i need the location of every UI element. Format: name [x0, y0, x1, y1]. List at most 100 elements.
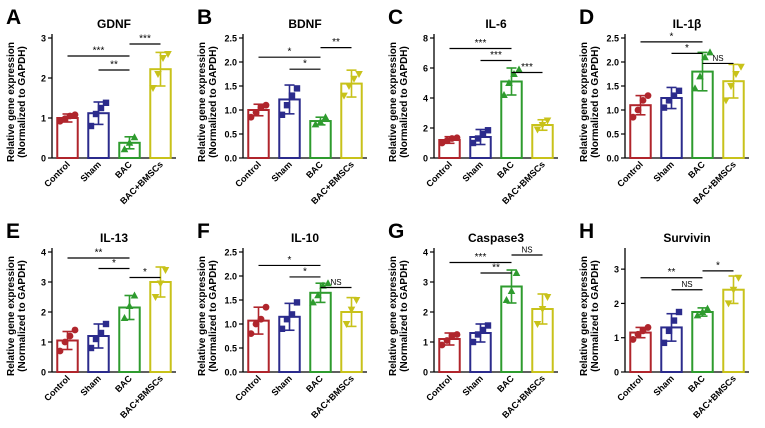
data-point: [693, 311, 702, 319]
data-point: [283, 102, 291, 109]
data-point: [92, 335, 100, 343]
y-axis-label-line1: Relative gene expression: [6, 42, 17, 162]
data-point: [724, 300, 733, 308]
data-point: [130, 291, 139, 299]
data-point: [505, 79, 513, 86]
significance-label: *: [288, 255, 292, 266]
data-point: [262, 101, 270, 109]
data-point: [479, 326, 487, 334]
chart-title: BDNF: [288, 17, 321, 31]
y-tick-label: 0.0: [606, 154, 619, 164]
y-tick-label: 3: [41, 278, 46, 288]
data-point: [543, 294, 552, 301]
data-point: [543, 117, 552, 125]
y-tick-label: 0: [41, 154, 46, 164]
chart-title: IL-13: [100, 231, 128, 245]
x-category-label: Control: [233, 159, 263, 189]
y-axis-label-line2: (Normalized to GAPDH): [208, 46, 219, 158]
significance-label: ***: [521, 62, 533, 73]
data-point: [453, 134, 461, 142]
data-point: [675, 308, 683, 316]
y-tick-label: 0.5: [224, 130, 237, 140]
y-tick-label: 1: [41, 114, 46, 124]
data-point: [670, 92, 678, 99]
x-category-label: Sham: [270, 159, 294, 183]
data-point: [347, 306, 356, 314]
panel-letter: B: [197, 6, 212, 29]
y-tick-label: 1.5: [606, 82, 619, 92]
significance-label: NS: [712, 54, 723, 63]
data-point: [469, 139, 477, 147]
data-point: [660, 104, 668, 111]
y-tick-label: 2.5: [224, 248, 237, 258]
y-tick-label: 0: [41, 368, 46, 378]
x-category-label: BAC: [686, 159, 707, 180]
y-tick-label: 3: [423, 278, 428, 288]
significance-label: *: [685, 43, 689, 54]
y-tick-label: 2: [423, 124, 428, 134]
data-point: [156, 280, 165, 288]
y-tick-label: 2.0: [606, 58, 619, 68]
data-point: [352, 297, 361, 304]
y-axis-label-line1: Relative gene expression: [579, 42, 590, 162]
data-point: [732, 71, 740, 78]
y-tick-label: 2.5: [606, 34, 619, 44]
significance-label: NS: [681, 280, 692, 289]
y-tick-label: 0.0: [224, 368, 237, 378]
significance-label: ***: [139, 34, 151, 45]
y-axis-label-line2: (Normalized to GAPDH): [208, 260, 219, 372]
data-point: [703, 304, 712, 312]
x-category-label: Control: [615, 373, 645, 403]
x-category-label: Control: [42, 373, 72, 403]
y-axis-label-line2: (Normalized to GAPDH): [590, 46, 601, 158]
significance-label: *: [716, 260, 720, 271]
chart-panel-e: E IL-13 Relative gene expression (Normalize…: [6, 220, 176, 420]
data-point: [737, 63, 745, 71]
data-point: [288, 92, 296, 99]
panel-letter: G: [388, 220, 404, 243]
data-point: [92, 110, 100, 118]
y-tick-label: 0.0: [224, 154, 237, 164]
data-point: [164, 51, 172, 58]
data-point: [701, 53, 709, 61]
chart-panel-d: D IL-1β Relative gene expression (Normalize…: [579, 6, 749, 206]
data-point: [469, 338, 477, 346]
data-point: [474, 331, 482, 338]
y-tick-label: 2.5: [224, 34, 237, 44]
y-tick-label: 1: [423, 338, 428, 348]
data-point: [634, 106, 642, 114]
significance-label: *: [670, 31, 674, 42]
data-point: [644, 324, 652, 331]
x-category-label: Control: [424, 159, 454, 189]
y-tick-label: 4: [41, 248, 46, 258]
data-point: [479, 130, 487, 138]
x-category-label: BAC: [495, 159, 516, 180]
chart-panel-c: C IL-6 Relative gene expression (Normalized…: [388, 6, 558, 206]
chart-panel-h: H Survivin Relative gene expression (Normal…: [579, 220, 749, 420]
data-point: [502, 296, 511, 303]
data-point: [453, 331, 461, 338]
data-point: [283, 316, 291, 323]
data-point: [321, 113, 330, 121]
data-point: [538, 122, 547, 129]
data-point: [342, 321, 351, 328]
y-axis-label-line2: (Normalized to GAPDH): [17, 46, 28, 158]
y-tick-label: 0: [423, 368, 428, 378]
chart-title: Survivin: [663, 231, 710, 245]
data-point: [257, 315, 265, 323]
y-tick-label: 0.5: [224, 344, 237, 354]
data-point: [727, 83, 735, 90]
data-point: [316, 118, 325, 125]
data-point: [61, 115, 69, 123]
data-point: [350, 75, 358, 83]
data-point: [161, 267, 170, 274]
panel-letter: E: [6, 220, 20, 243]
chart-title: IL-6: [485, 17, 507, 31]
data-point: [734, 274, 743, 282]
data-point: [97, 329, 105, 337]
x-category-label: BAC: [495, 373, 516, 394]
y-tick-label: 1.0: [224, 320, 237, 330]
data-point: [149, 85, 157, 92]
y-axis-label-line2: (Normalized to GAPDH): [399, 260, 410, 372]
y-axis-label-line2: (Normalized to GAPDH): [399, 46, 410, 158]
